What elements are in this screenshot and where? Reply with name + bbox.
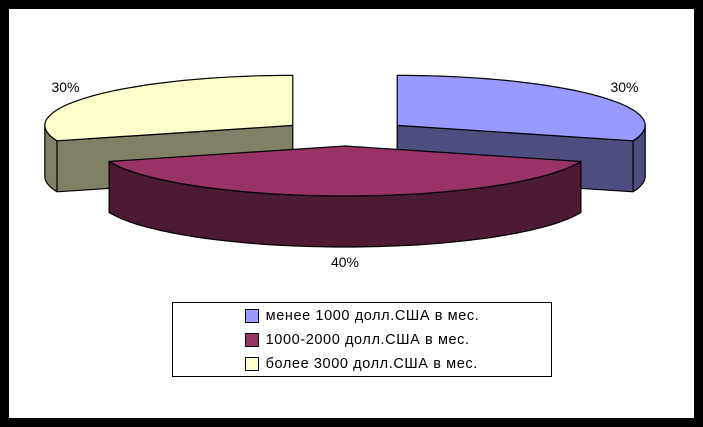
pie-slice-top (44, 74, 294, 142)
legend-swatch (244, 356, 259, 371)
percent-label: 40% (331, 254, 359, 270)
pie-slice-top (396, 74, 646, 142)
legend-swatch (244, 308, 259, 323)
percent-label: 30% (610, 79, 638, 95)
legend-label: более 3000 долл.США в мес. (265, 355, 478, 372)
legend-item: 1000-2000 долл.США в мес. (244, 331, 470, 348)
legend-entries: менее 1000 долл.США в мес. 1000-2000 долл… (244, 307, 480, 372)
percent-label: 30% (51, 79, 79, 95)
pie-slice-top (108, 145, 582, 197)
legend-swatch (244, 332, 259, 347)
legend-item: менее 1000 долл.США в мес. (244, 307, 480, 324)
legend: менее 1000 долл.США в мес. 1000-2000 долл… (172, 302, 552, 377)
legend-label: менее 1000 долл.США в мес. (265, 307, 480, 324)
legend-item: более 3000 долл.США в мес. (244, 355, 478, 372)
legend-label: 1000-2000 долл.США в мес. (265, 331, 470, 348)
